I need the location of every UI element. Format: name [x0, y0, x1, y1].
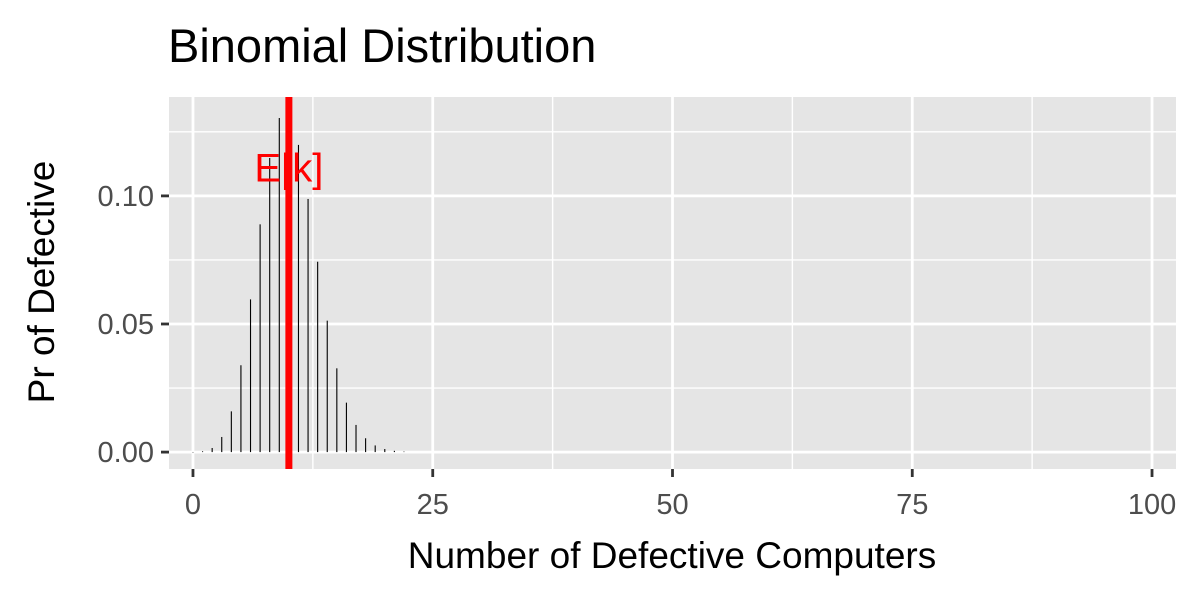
y-axis: 0.00 0.05 0.10 — [98, 181, 169, 469]
bar — [259, 224, 261, 453]
bar — [345, 402, 347, 453]
x-tick-label: 0 — [185, 489, 201, 521]
x-tick-label: 50 — [656, 489, 688, 521]
bar — [240, 365, 242, 453]
bar — [355, 424, 357, 453]
gridlines — [169, 97, 1176, 469]
bar — [230, 411, 232, 453]
annotation: E[k] — [254, 97, 323, 469]
y-tick-label: 0.05 — [98, 309, 154, 341]
bar — [384, 449, 386, 453]
bar — [403, 451, 405, 453]
x-tick-label: 25 — [417, 489, 449, 521]
y-tick-label: 0.10 — [98, 181, 154, 213]
x-axis: 0 25 50 75 100 — [185, 469, 1176, 521]
bar — [336, 368, 338, 453]
bar — [307, 198, 309, 453]
x-axis-title: Number of Defective Computers — [408, 535, 936, 576]
bar — [365, 438, 367, 453]
chart-title: Binomial Distribution — [168, 19, 596, 72]
bar — [374, 445, 376, 453]
x-tick-label: 75 — [896, 489, 928, 521]
x-tick-label: 100 — [1128, 489, 1176, 521]
bar — [249, 299, 252, 453]
bar — [211, 447, 213, 453]
expected-value-label: E[k] — [254, 147, 323, 191]
bar — [297, 144, 300, 453]
bar — [326, 320, 328, 453]
bar — [278, 118, 280, 453]
y-axis-title: Pr of Defective — [21, 161, 62, 404]
bar — [202, 451, 204, 453]
y-tick-label: 0.00 — [98, 437, 154, 469]
bar — [317, 261, 319, 453]
bar — [269, 157, 271, 453]
bar — [393, 450, 395, 453]
bar — [221, 436, 223, 453]
